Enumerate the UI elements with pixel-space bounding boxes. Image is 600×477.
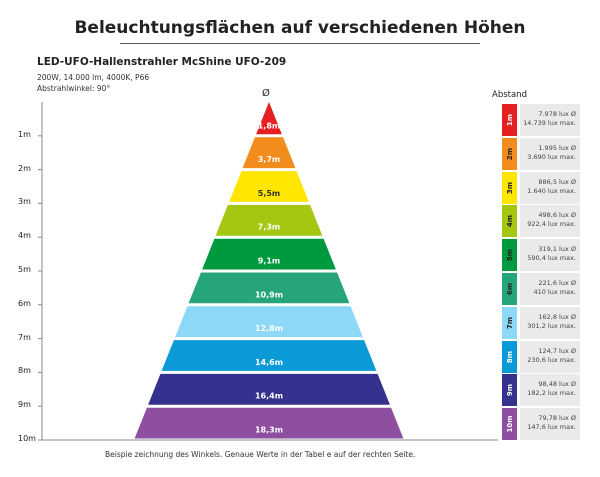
height-tick-label: 1m: [18, 129, 31, 139]
chip-height-label: 1m: [505, 113, 514, 127]
height-tick-label: 9m: [18, 400, 31, 410]
lux-max: 14.739 lux max.: [523, 119, 576, 127]
cone-band-2: [242, 137, 296, 169]
table-height-chip: 5m: [502, 239, 517, 272]
lux-average: 162,8 lux Ø: [538, 312, 576, 321]
page-title: Beleuchtungsflächen auf verschiedenen Hö…: [74, 18, 526, 38]
table-height-chip: 2m: [502, 137, 517, 170]
band-diameter-label: 9,1m: [258, 257, 281, 266]
table-row: 162,8 lux Ø 301,2 lux max.: [520, 306, 580, 339]
table-row: 124,7 lux Ø 230,6 lux max.: [520, 340, 580, 373]
height-tick-label: 6m: [18, 298, 31, 308]
band-diameter-label: 14,6m: [255, 358, 283, 367]
height-tick-label: 10m: [18, 434, 36, 443]
table-height-chip: 1m: [502, 104, 517, 136]
lux-average: 221,6 lux Ø: [538, 279, 576, 287]
lux-average: 1.995 lux Ø: [538, 143, 576, 152]
lux-max: 182,2 lux max.: [527, 389, 576, 398]
lux-average: 498,6 lux Ø: [538, 211, 576, 220]
lux-max: 230,6 lux max.: [527, 355, 576, 364]
table-height-chip: 6m: [502, 273, 517, 305]
cone-band-10: [134, 407, 404, 439]
lux-average: 124,7 lux Ø: [538, 346, 576, 355]
lux-average: 886,5 lux Ø: [538, 177, 576, 186]
cone-band-9: [148, 373, 390, 405]
table-height-chip: 3m: [502, 171, 517, 204]
chip-height-label: 4m: [505, 215, 514, 228]
title-underline: [120, 43, 480, 44]
table-height-chip: 7m: [502, 306, 517, 339]
height-tick-label: 7m: [18, 332, 31, 342]
table-row: 7.978 lux Ø 14.739 lux max.: [520, 104, 580, 136]
chip-height-label: 9m: [505, 384, 514, 397]
table-row: 319,1 lux Ø 590,4 lux max.: [520, 239, 580, 272]
table-height-chip: 4m: [502, 205, 517, 238]
band-diameter-label: 18,3m: [255, 426, 283, 435]
band-diameter-label: 1,8m: [258, 121, 281, 130]
height-tick-label: 8m: [18, 366, 31, 376]
chip-height-label: 7m: [505, 316, 514, 329]
height-tick-label: 2m: [18, 163, 31, 173]
lux-max: 1.640 lux max.: [527, 186, 576, 195]
band-diameter-label: 16,4m: [255, 392, 283, 401]
table-row: 886,5 lux Ø 1.640 lux max.: [520, 171, 580, 204]
chip-height-label: 8m: [505, 350, 514, 363]
height-tick-label: 5m: [18, 265, 31, 274]
table-height-chip: 9m: [502, 374, 517, 407]
cone-band-8: [161, 340, 377, 371]
lux-max: 590,4 lux max.: [527, 254, 576, 263]
lux-max: 410 lux max.: [533, 288, 576, 296]
chip-height-label: 10m: [505, 415, 514, 433]
lux-average: 79,78 lux Ø: [538, 414, 576, 423]
product-name: LED-UFO-Hallenstrahler McShine UFO-209: [37, 56, 287, 68]
table-height-chip: 10m: [502, 408, 517, 441]
chip-height-label: 2m: [505, 147, 514, 160]
cone-band-3: [229, 171, 309, 202]
height-tick-label: 4m: [18, 231, 31, 241]
table-row: 98,48 lux Ø 182,2 lux max.: [520, 374, 580, 407]
lux-average: 319,1 lux Ø: [538, 245, 576, 254]
spec-line-1: 200W, 14.000 lm, 4000K, P66: [37, 73, 150, 82]
chip-height-label: 6m: [505, 282, 514, 296]
table-row: 79,78 lux Ø 147,6 lux max.: [520, 408, 580, 441]
spec-line-2: Abstrahlwinkel: 90°: [37, 84, 111, 93]
table-row: 498,6 lux Ø 922,4 lux max.: [520, 205, 580, 238]
table-height-chip: 8m: [502, 340, 517, 373]
cone-band-5: [202, 238, 336, 270]
cone-band-4: [215, 204, 323, 236]
band-diameter-label: 10,9m: [255, 290, 283, 299]
band-diameter-label: 7,3m: [258, 223, 281, 232]
chip-height-label: 5m: [505, 249, 514, 262]
lux-max: 922,4 lux max.: [527, 220, 576, 229]
band-diameter-label: 12,8m: [255, 324, 283, 333]
diameter-symbol: Ø: [262, 88, 270, 99]
cone-band-7: [175, 306, 363, 338]
lux-max: 301,2 lux max.: [527, 321, 576, 330]
chip-height-label: 3m: [505, 181, 514, 194]
cone-band-6: [188, 272, 350, 304]
band-diameter-label: 3,7m: [258, 155, 281, 164]
cone-band-1: [256, 102, 282, 135]
lux-average: 98,48 lux Ø: [538, 380, 576, 389]
band-diameter-label: 5,5m: [258, 189, 281, 198]
lux-max: 3.690 lux max.: [527, 152, 576, 161]
footer-note: Beispie zeichnung des Winkels. Genaue We…: [105, 450, 416, 459]
lux-average: 7.978 lux Ø: [538, 110, 576, 118]
height-tick-label: 3m: [18, 197, 31, 207]
lux-max: 147,6 lux max.: [527, 423, 576, 432]
table-row: 221,6 lux Ø 410 lux max.: [520, 273, 580, 305]
table-row: 1.995 lux Ø 3.690 lux max.: [520, 137, 580, 170]
abstand-header: Abstand: [492, 90, 527, 100]
